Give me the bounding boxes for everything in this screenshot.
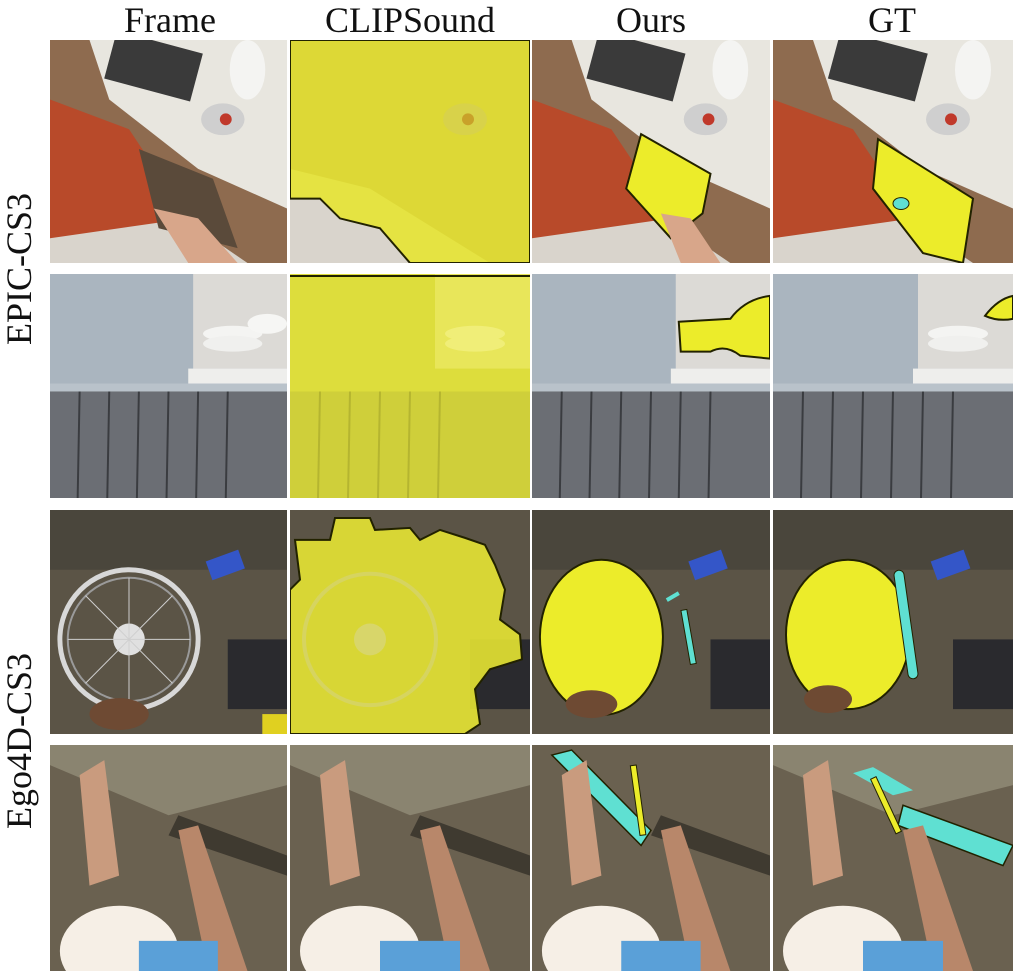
panel-r2-clipsound [290,274,530,498]
panel-r4-ours [532,745,770,971]
scene-outdoor-hands-clipsound [290,745,530,971]
panel-r1-ours [532,40,770,263]
panel-r4-gt [773,745,1013,971]
panel-r3-clipsound [290,510,530,734]
scene-kitchen-drawer-clipsound [290,40,530,263]
panel-r4-frame [50,745,287,971]
scene-kitchen-plates-clipsound [290,274,530,498]
panel-r2-ours [532,274,770,498]
scene-outdoor-hands-gt [773,745,1013,971]
panel-r2-gt [773,274,1013,498]
panel-r2-frame [50,274,287,498]
panel-r1-frame [50,40,287,263]
scene-kitchen-drawer [50,40,287,263]
panel-r3-frame [50,510,287,734]
scene-kitchen-plates-ours [532,274,770,498]
column-header-gt: GT [772,0,1012,40]
column-header-ours: Ours [530,0,772,40]
scene-bicycle-wheel-clipsound [290,510,530,734]
scene-bicycle-wheel-ours [532,510,770,734]
scene-kitchen-plates [50,274,287,498]
scene-kitchen-drawer-ours [532,40,770,263]
row-label-epic: EPIC-CS3 [0,40,38,498]
row-label-ego4d-text: Ego4D-CS3 [0,653,40,829]
scene-bicycle-wheel [50,510,287,734]
panel-r3-gt [773,510,1013,734]
column-header-clipsound: CLIPSound [290,0,530,40]
panel-r1-clipsound [290,40,530,263]
row-label-epic-text: EPIC-CS3 [0,193,40,345]
panel-r1-gt [773,40,1013,263]
row-label-ego4d: Ego4D-CS3 [0,510,38,972]
panel-r3-ours [532,510,770,734]
scene-kitchen-plates-gt [773,274,1013,498]
scene-outdoor-hands-ours [532,745,770,971]
scene-bicycle-wheel-gt [773,510,1013,734]
column-header-frame: Frame [50,0,290,40]
scene-kitchen-drawer-gt [773,40,1013,263]
scene-outdoor-hands [50,745,287,971]
panel-r4-clipsound [290,745,530,971]
